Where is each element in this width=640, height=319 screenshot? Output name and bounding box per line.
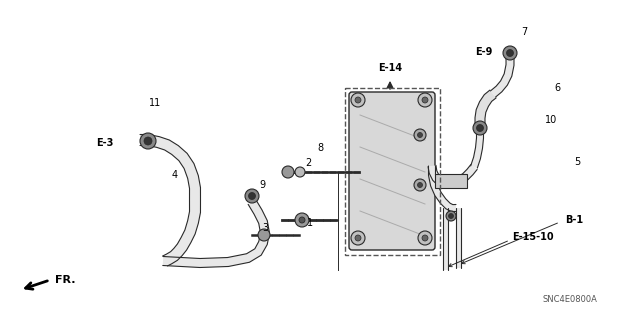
Text: 10: 10 [545, 115, 557, 125]
Circle shape [282, 166, 294, 178]
Circle shape [477, 124, 483, 131]
Circle shape [140, 133, 156, 149]
PathPatch shape [490, 55, 514, 97]
Text: 11: 11 [149, 98, 161, 108]
Circle shape [506, 49, 513, 56]
Circle shape [351, 231, 365, 245]
Circle shape [248, 192, 255, 199]
Text: E-3: E-3 [96, 138, 114, 148]
Circle shape [414, 129, 426, 141]
Text: 1: 1 [307, 218, 313, 228]
FancyBboxPatch shape [435, 174, 467, 188]
PathPatch shape [163, 200, 269, 268]
Text: SNC4E0800A: SNC4E0800A [543, 295, 597, 305]
Circle shape [355, 97, 361, 103]
Circle shape [418, 93, 432, 107]
Circle shape [473, 121, 487, 135]
Text: 8: 8 [317, 143, 323, 153]
Circle shape [295, 167, 305, 177]
PathPatch shape [470, 128, 483, 168]
Text: 7: 7 [521, 27, 527, 37]
PathPatch shape [475, 90, 496, 126]
Circle shape [446, 211, 456, 221]
PathPatch shape [429, 166, 456, 211]
Text: 6: 6 [554, 83, 560, 93]
Text: B-1: B-1 [565, 215, 583, 225]
Bar [345, 88, 440, 255]
Circle shape [414, 179, 426, 191]
Text: E-15-10: E-15-10 [512, 232, 554, 242]
Circle shape [258, 229, 270, 241]
Text: 2: 2 [305, 158, 311, 168]
Circle shape [355, 235, 361, 241]
Circle shape [417, 132, 422, 137]
Circle shape [144, 137, 152, 145]
Circle shape [449, 213, 454, 219]
Text: 4: 4 [172, 170, 178, 180]
Circle shape [422, 97, 428, 103]
Circle shape [418, 231, 432, 245]
Text: 5: 5 [574, 157, 580, 167]
Text: E-14: E-14 [378, 63, 402, 73]
PathPatch shape [456, 208, 461, 268]
Text: E-9: E-9 [476, 47, 493, 57]
Circle shape [295, 213, 309, 227]
PathPatch shape [442, 208, 447, 270]
Text: 3: 3 [262, 223, 268, 233]
PathPatch shape [140, 135, 200, 266]
Circle shape [299, 217, 305, 223]
PathPatch shape [428, 165, 477, 188]
Circle shape [503, 46, 517, 60]
Circle shape [417, 182, 422, 188]
Circle shape [245, 189, 259, 203]
Circle shape [422, 235, 428, 241]
FancyBboxPatch shape [349, 92, 435, 250]
Text: FR.: FR. [55, 275, 76, 285]
Circle shape [351, 93, 365, 107]
Text: 9: 9 [259, 180, 265, 190]
